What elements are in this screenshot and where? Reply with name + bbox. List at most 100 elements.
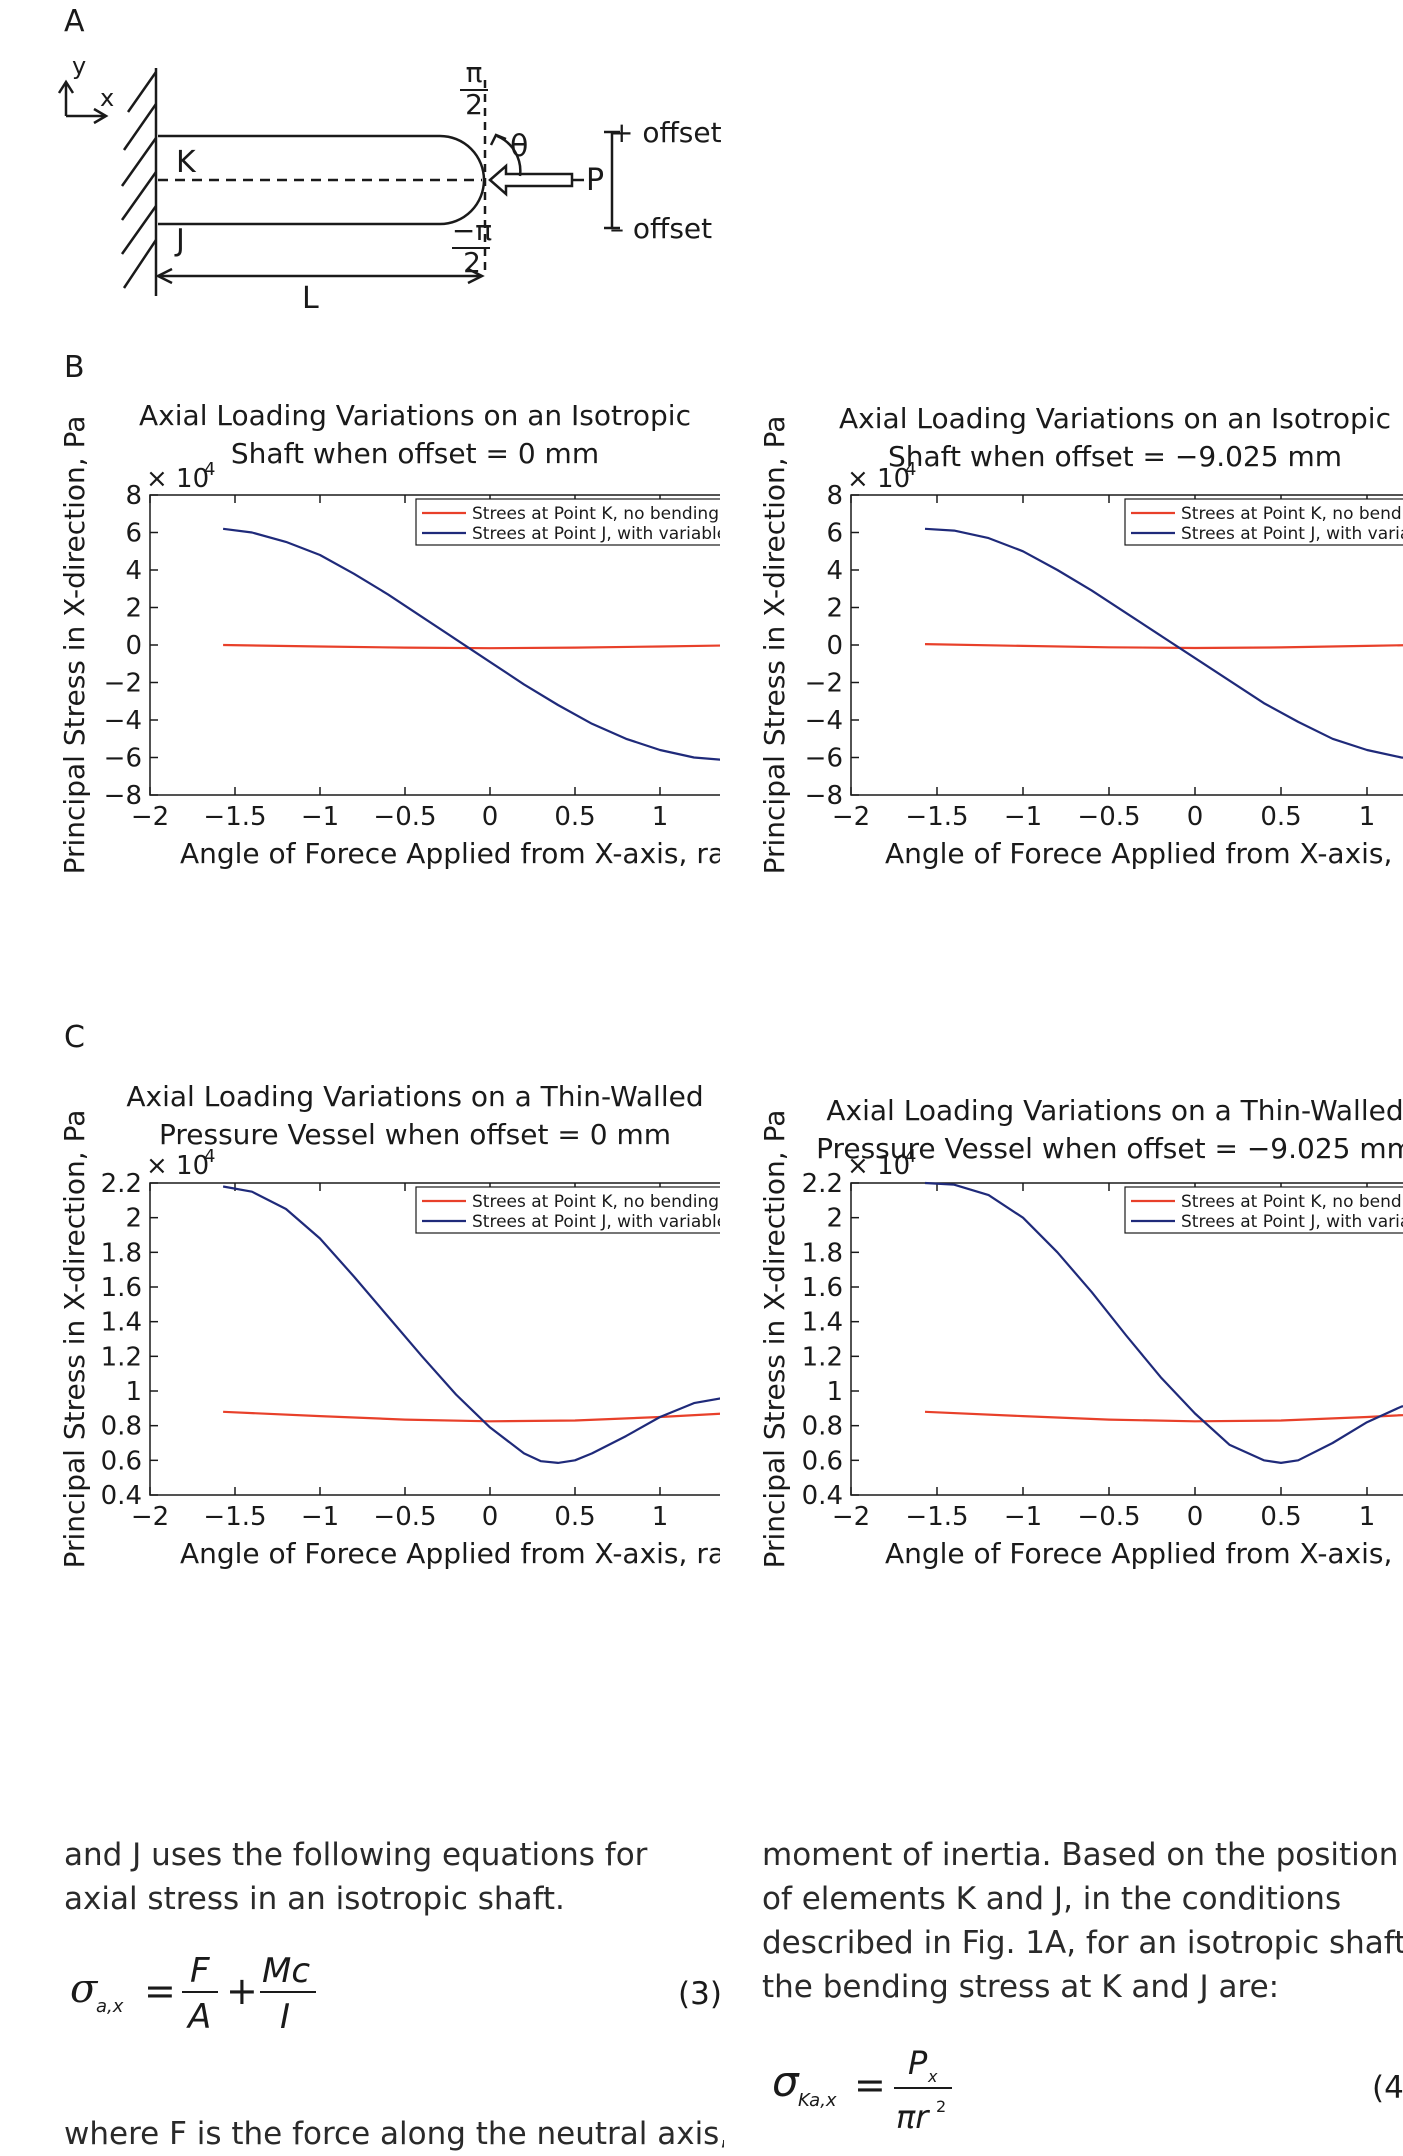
force-p-label: P — [586, 163, 604, 198]
chart-c-left-legend-entry: Strees at Point J, with variable bending — [472, 1212, 720, 1232]
chart-c-left-ytick-label: 2 — [125, 1204, 142, 1234]
y-axis-label: y — [72, 52, 86, 80]
chart-c-left-title-line1: Axial Loading Variations on a Thin-Walle… — [126, 1080, 703, 1113]
chart-b-right-ytick-label: −6 — [805, 744, 843, 774]
chart-c-left-xtick-label: −0.5 — [373, 1502, 436, 1532]
chart-c-left-title-line2: Pressure Vessel when offset = 0 mm — [159, 1118, 671, 1151]
chart-c-right-xtick-label: −1 — [1004, 1502, 1042, 1532]
plus-offset-label: + offset — [610, 116, 722, 149]
chart-c-left-series-point-j — [222, 1185, 720, 1464]
chart-c-left-ytick-label: 1 — [125, 1377, 142, 1407]
svg-text:σ: σ — [772, 2057, 800, 2106]
chart-b-left-ytick-label: −8 — [104, 781, 142, 811]
svg-text:I: I — [280, 1997, 290, 2037]
svg-text:x: x — [927, 2067, 938, 2086]
chart-c-left-xtick-label: 1 — [652, 1502, 669, 1532]
chart-c-right-ytick-label: 0.6 — [802, 1446, 843, 1476]
chart-b-left-ytick-label: 2 — [125, 594, 142, 624]
pi-top-numerator: π — [466, 56, 483, 89]
equation-4: σ Ka,x = P x πr 2 (4 — [768, 2030, 1403, 2140]
chart-b-left-ytick-label: 0 — [125, 631, 142, 661]
panel-label-a: A — [64, 4, 85, 39]
chart-isotropic-offset-0: Axial Loading Variations on an Isotropic… — [58, 399, 720, 874]
chart-c-right-ytick-label: 1 — [826, 1377, 843, 1407]
chart-c-right-series-point-j — [924, 1181, 1403, 1464]
chart-b-left-exponent-power: 4 — [204, 459, 215, 480]
chart-c-left-legend-box — [415, 1186, 720, 1234]
chart-b-left-xtick-label: −1 — [301, 802, 339, 832]
chart-b-left-xtick-label: −2 — [131, 802, 169, 832]
chart-c-right-ytick-label: 1.8 — [802, 1238, 843, 1268]
panel-label-c: C — [64, 1020, 85, 1055]
chart-b-left-xtick-label: 0 — [482, 802, 499, 832]
point-k-label: K — [176, 145, 197, 180]
chart-c-right-xtick-label: 1 — [1359, 1502, 1376, 1532]
chart-b-right-xtick-label: 0.5 — [1260, 802, 1301, 832]
chart-c-left-ytick-label: 0.4 — [101, 1481, 142, 1511]
svg-text:Ka,x: Ka,x — [798, 2090, 837, 2111]
chart-b-right-ytick-label: 8 — [826, 481, 843, 511]
svg-text:A: A — [186, 1997, 211, 2037]
chart-c-left-ytick-label: 1.6 — [101, 1273, 142, 1303]
svg-text:σ: σ — [70, 1966, 99, 2012]
chart-c-right-title-line1: Axial Loading Variations on a Thin-Walle… — [826, 1094, 1403, 1127]
chart-isotropic-offset-neg: Axial Loading Variations on an Isotropic… — [758, 402, 1403, 875]
chart-c-left-xtick-label: 0.5 — [554, 1502, 595, 1532]
chart-b-right-xtick-label: −1 — [1004, 802, 1042, 832]
force-arrow — [488, 163, 574, 197]
chart-b-left-xtick-label: 1 — [652, 802, 669, 832]
chart-b-left-ytick-label: −6 — [104, 744, 142, 774]
svg-text:F: F — [190, 1951, 210, 1991]
chart-c-left-ytick-label: 1.2 — [101, 1342, 142, 1372]
chart-c-right-legend-box — [1124, 1186, 1403, 1234]
chart-c-right-xtick-label: 0.5 — [1260, 1502, 1301, 1532]
chart-c-right-xlabel: Angle of Forece Applied from X-axis, rad… — [885, 1537, 1403, 1570]
chart-c-left-ytick-label: 0.8 — [101, 1412, 142, 1442]
chart-c-right-xtick-label: −0.5 — [1077, 1502, 1140, 1532]
chart-c-left-legend-entry: Strees at Point K, no bending — [472, 1192, 719, 1212]
chart-b-left-ytick-label: −2 — [104, 669, 142, 699]
chart-b-right-ytick-label: 2 — [826, 594, 843, 624]
chart-b-right-ytick-label: −4 — [805, 706, 843, 736]
svg-text:2: 2 — [936, 2097, 946, 2116]
svg-text:P: P — [908, 2044, 928, 2082]
chart-b-right-ylabel: Principal Stress in X-direction, Pa — [758, 416, 791, 875]
chart-b-right-ytick-label: −2 — [805, 669, 843, 699]
chart-b-left-series-point-k — [223, 643, 720, 650]
chart-b-left-xtick-label: −1.5 — [203, 802, 266, 832]
chart-b-right-series-point-j — [924, 527, 1403, 759]
panel-label-b: B — [64, 350, 85, 385]
chart-b-left-ytick-label: −4 — [104, 706, 142, 736]
chart-c-right-xtick-label: 0 — [1187, 1502, 1204, 1532]
equation-3: σ a,x = F A + Mc I (3) — [66, 1940, 726, 2050]
chart-b-right-legend-entry: Strees at Point J, with variable bending — [1181, 524, 1403, 544]
chart-b-right-series-point-k — [924, 643, 1403, 650]
svg-text:=: = — [144, 1969, 176, 2013]
pi-bottom-numerator: −π — [452, 214, 492, 247]
chart-b-left-xlabel: Angle of Forece Applied from X-axis, rad… — [180, 837, 720, 870]
chart-b-left-legend-entry: Strees at Point K, no bending — [472, 504, 719, 524]
chart-b-right-legend-box — [1124, 498, 1403, 546]
chart-b-left-xtick-label: −0.5 — [373, 802, 436, 832]
beam-diagram: y x K J L P θ π 2 −π 2 + offset – offset — [57, 52, 722, 316]
chart-b-left-exponent-label: × 10 — [146, 464, 209, 494]
chart-c-right-ylabel: Principal Stress in X-direction, Pa — [758, 1110, 791, 1569]
chart-b-right-xtick-label: 1 — [1359, 802, 1376, 832]
chart-vessel-offset-neg: Axial Loading Variations on a Thin-Walle… — [758, 1094, 1403, 1570]
left-paragraph: and J uses the following equations for a… — [64, 1837, 648, 1917]
chart-c-right-ytick-label: 0.8 — [802, 1412, 843, 1442]
left-paragraph-cut: where F is the force along the neutral a… — [64, 2116, 724, 2152]
chart-c-left-xtick-label: −2 — [131, 1502, 169, 1532]
chart-c-left-xtick-label: −1 — [301, 1502, 339, 1532]
pi-top-denominator: 2 — [465, 88, 483, 121]
chart-b-right-ytick-label: 4 — [826, 556, 843, 586]
chart-b-left-title-line2: Shaft when offset = 0 mm — [231, 437, 599, 470]
chart-b-right-xtick-label: −0.5 — [1077, 802, 1140, 832]
chart-c-right-ytick-label: 0.4 — [802, 1481, 843, 1511]
chart-c-right-ytick-label: 1.2 — [802, 1342, 843, 1372]
svg-text:+: + — [226, 1969, 258, 2013]
chart-b-right-ytick-label: −8 — [805, 781, 843, 811]
